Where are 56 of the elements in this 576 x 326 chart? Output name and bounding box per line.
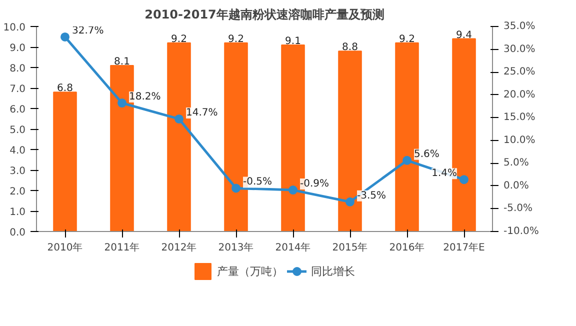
point — [60, 32, 70, 42]
y2-tick-label: 30.0% — [504, 44, 536, 55]
x-tick-label: 2012年 — [161, 242, 197, 254]
data-label: -0.9% — [300, 178, 330, 190]
data-label: 14.7% — [186, 107, 218, 118]
y-tick-label: 6.0 — [10, 104, 26, 116]
y2-tick-label: 20.0% — [504, 89, 536, 100]
y2-tick-label: 5.0% — [504, 158, 529, 169]
x-tick-label: 2015年 — [332, 242, 368, 254]
data-label: 5.6% — [414, 148, 440, 160]
data-label: 1.4% — [432, 168, 457, 180]
data-label: 8.8 — [342, 42, 358, 54]
y2-tick-label: 10.0% — [504, 134, 536, 146]
x-tick-label: 2017年E — [443, 242, 485, 254]
y2-tick-label: 35.0% — [504, 21, 536, 32]
legend-label: 同比增长 — [311, 264, 355, 278]
y2-tick-label: 0.0% — [504, 180, 529, 192]
x-tick-label: 2016年 — [389, 242, 425, 254]
point — [118, 98, 126, 108]
y-tick-label: 1.0 — [10, 207, 26, 218]
y-tick-label: 10.0 — [3, 22, 26, 34]
chart-title: 2010-2017年越南粉状速溶咖啡产量及预测 — [144, 8, 384, 22]
legend-label: 产量（万吨） — [217, 264, 283, 278]
bar — [53, 92, 77, 232]
data-label: 9.2 — [399, 34, 415, 45]
x-tick-label: 2010年 — [47, 242, 83, 254]
data-label: 6.8 — [57, 83, 73, 94]
data-label: 9.2 — [171, 34, 187, 45]
data-label: 18.2% — [129, 92, 161, 103]
y2-tick-label: -10.0% — [504, 226, 539, 237]
y-tick-label: 0.0 — [10, 228, 26, 238]
point — [288, 186, 298, 195]
data-label: -0.5% — [243, 176, 272, 188]
data-label: 9.2 — [228, 34, 244, 45]
point — [232, 184, 240, 193]
point — [174, 114, 184, 124]
y2-tick-label: 15.0% — [504, 112, 536, 124]
data-label: 9.1 — [285, 36, 301, 47]
y2-tick-label: -5.0% — [504, 203, 533, 214]
data-label: 9.4 — [456, 30, 472, 41]
data-label: -3.5% — [357, 190, 386, 202]
y-tick-label: 8.0 — [10, 64, 26, 74]
data-label: 8.1 — [114, 56, 130, 68]
y-tick-label: 2.0 — [10, 186, 26, 198]
x-tick-label: 2013年 — [218, 242, 254, 254]
y-tick-label: 5.0 — [10, 125, 26, 136]
point — [346, 197, 354, 206]
y-tick-label: 7.0 — [10, 84, 26, 95]
y-tick-label: 9.0 — [10, 43, 26, 54]
point — [460, 175, 468, 184]
y2-tick-label: 25.0% — [504, 66, 536, 78]
x-tick-label: 2011年 — [104, 242, 140, 254]
y-tick-label: 3.0 — [10, 166, 26, 177]
x-tick-label: 2014年 — [275, 242, 311, 254]
point — [402, 156, 412, 165]
y-tick-label: 4.0 — [10, 146, 26, 156]
